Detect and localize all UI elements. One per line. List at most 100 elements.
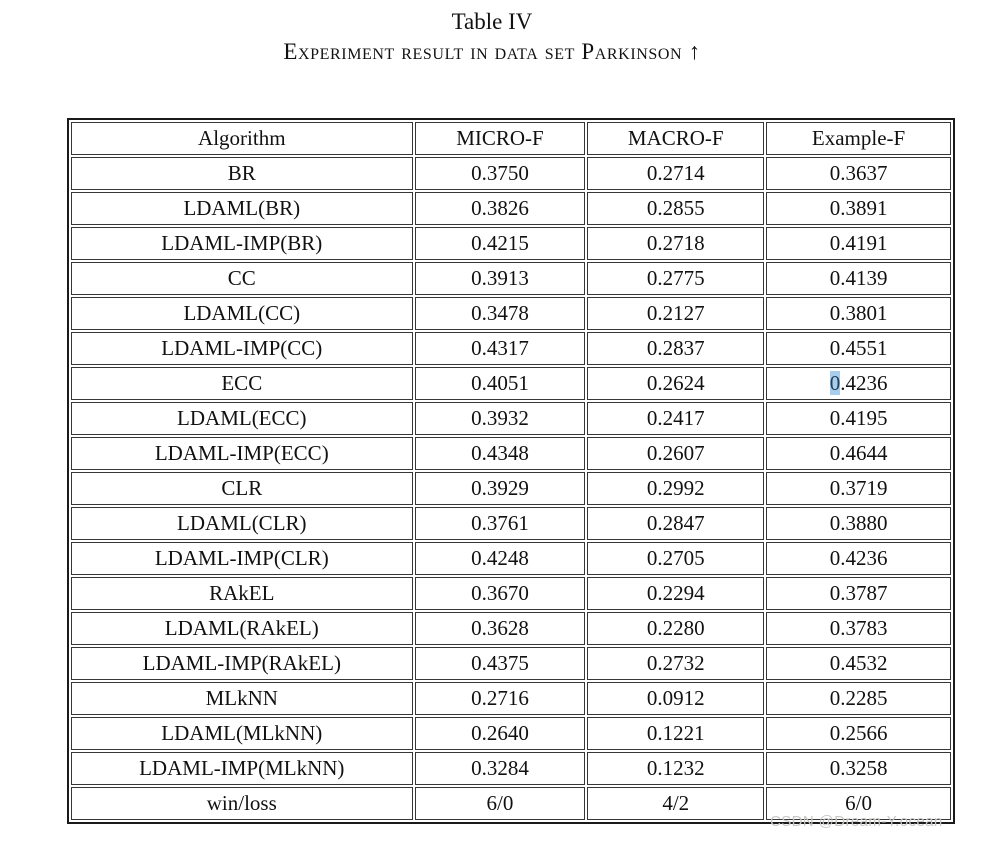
value-cell: 0.4236	[766, 542, 951, 575]
table-row: ECC 0.4051 0.2624 0.4236	[71, 367, 951, 400]
table-row: LDAML(CLR) 0.3761 0.2847 0.3880	[71, 507, 951, 540]
value-cell: 6/0	[414, 787, 586, 820]
value-cell: 0.4348	[414, 437, 586, 470]
value-cell: 0.2127	[587, 297, 765, 330]
table-row: LDAML-IMP(BR) 0.4215 0.2718 0.4191	[71, 227, 951, 260]
value-cell: 0.2716	[414, 682, 586, 715]
algorithm-cell: LDAML(RAkEL)	[71, 612, 413, 645]
value-cell: 0.2775	[587, 262, 765, 295]
algorithm-cell: LDAML(CC)	[71, 297, 413, 330]
table-row: LDAML-IMP(CLR) 0.4248 0.2705 0.4236	[71, 542, 951, 575]
value-cell: 0.2732	[587, 647, 765, 680]
value-cell: 6/0	[766, 787, 951, 820]
table-row: LDAML-IMP(RAkEL) 0.4375 0.2732 0.4532	[71, 647, 951, 680]
table-body: BR 0.3750 0.2714 0.3637 LDAML(BR) 0.3826 0.285…	[71, 157, 951, 820]
value-cell: 0.3880	[766, 507, 951, 540]
csdn-watermark: CSDN @Dream-Y.ocean	[770, 813, 943, 830]
table-row: RAkEL 0.3670 0.2294 0.3787	[71, 577, 951, 610]
value-cell: 0.3258	[766, 752, 951, 785]
algorithm-cell: LDAML(ECC)	[71, 402, 413, 435]
value-cell: 0.2624	[587, 367, 765, 400]
algorithm-cell: LDAML(CLR)	[71, 507, 413, 540]
value-cell: 0.2280	[587, 612, 765, 645]
value-cell: 0.3628	[414, 612, 586, 645]
value-cell: 4/2	[587, 787, 765, 820]
value-cell: 0.2718	[587, 227, 765, 260]
value-cell: 0.4248	[414, 542, 586, 575]
value-cell: 0.3783	[766, 612, 951, 645]
value-cell: 0.3932	[414, 402, 586, 435]
value-cell: 0.3913	[414, 262, 586, 295]
table-row: LDAML(RAkEL) 0.3628 0.2280 0.3783	[71, 612, 951, 645]
algorithm-cell: ECC	[71, 367, 413, 400]
table-row: LDAML-IMP(ECC) 0.4348 0.2607 0.4644	[71, 437, 951, 470]
table-caption: Table IV Experiment result in data set P…	[0, 8, 984, 66]
header-row: Algorithm MICRO-F MACRO-F Example-F	[71, 122, 951, 155]
column-header: MICRO-F	[414, 122, 586, 155]
selected-text: 0	[829, 371, 841, 395]
value-cell: 0.4532	[766, 647, 951, 680]
algorithm-cell: LDAML-IMP(BR)	[71, 227, 413, 260]
value-cell: 0.2847	[587, 507, 765, 540]
value-cell: 0.3787	[766, 577, 951, 610]
value-cell: 0.4644	[766, 437, 951, 470]
value-cell: 0.0912	[587, 682, 765, 715]
value-cell: 0.3761	[414, 507, 586, 540]
value-cell: 0.3719	[766, 472, 951, 505]
algorithm-cell: LDAML-IMP(ECC)	[71, 437, 413, 470]
value-cell: 0.3801	[766, 297, 951, 330]
value-cell: 0.3826	[414, 192, 586, 225]
value-cell: 0.2837	[587, 332, 765, 365]
table-row: LDAML-IMP(CC) 0.4317 0.2837 0.4551	[71, 332, 951, 365]
value-cell: 0.2417	[587, 402, 765, 435]
table-row: CC 0.3913 0.2775 0.4139	[71, 262, 951, 295]
table-row: MLkNN 0.2716 0.0912 0.2285	[71, 682, 951, 715]
value-cell: 0.3637	[766, 157, 951, 190]
value-cell: 0.2992	[587, 472, 765, 505]
value-cell: 0.4139	[766, 262, 951, 295]
table-row: CLR 0.3929 0.2992 0.3719	[71, 472, 951, 505]
value-cell: 0.2855	[587, 192, 765, 225]
table-row: LDAML(ECC) 0.3932 0.2417 0.4195	[71, 402, 951, 435]
column-header: Example-F	[766, 122, 951, 155]
value-cell: 0.1232	[587, 752, 765, 785]
table-title: Experiment result in data set Parkinson …	[283, 39, 701, 64]
value-cell: 0.3670	[414, 577, 586, 610]
table-row: LDAML(MLkNN) 0.2640 0.1221 0.2566	[71, 717, 951, 750]
value-cell: 0.3929	[414, 472, 586, 505]
value-cell: 0.2640	[414, 717, 586, 750]
column-header: Algorithm	[71, 122, 413, 155]
table-header-row: Algorithm MICRO-F MACRO-F Example-F	[71, 122, 951, 155]
value-cell: 0.2285	[766, 682, 951, 715]
algorithm-cell: LDAML-IMP(CLR)	[71, 542, 413, 575]
value-cell: 0.4051	[414, 367, 586, 400]
table-row: win/loss 6/0 4/2 6/0	[71, 787, 951, 820]
value-cell: 0.4215	[414, 227, 586, 260]
value-cell: 0.3750	[414, 157, 586, 190]
value-cell: 0.2714	[587, 157, 765, 190]
algorithm-cell: BR	[71, 157, 413, 190]
table-row: LDAML(CC) 0.3478 0.2127 0.3801	[71, 297, 951, 330]
algorithm-cell: LDAML(BR)	[71, 192, 413, 225]
algorithm-cell: RAkEL	[71, 577, 413, 610]
table-row: LDAML-IMP(MLkNN) 0.3284 0.1232 0.3258	[71, 752, 951, 785]
algorithm-cell: CLR	[71, 472, 413, 505]
algorithm-cell: LDAML-IMP(MLkNN)	[71, 752, 413, 785]
value-cell: 0.4236	[766, 367, 951, 400]
algorithm-cell: MLkNN	[71, 682, 413, 715]
algorithm-cell: LDAML-IMP(CC)	[71, 332, 413, 365]
algorithm-cell: LDAML-IMP(RAkEL)	[71, 647, 413, 680]
value-cell: 0.1221	[587, 717, 765, 750]
value-cell: 0.3478	[414, 297, 586, 330]
value-cell: 0.4195	[766, 402, 951, 435]
table-row: LDAML(BR) 0.3826 0.2855 0.3891	[71, 192, 951, 225]
value-cell: 0.4317	[414, 332, 586, 365]
algorithm-cell: CC	[71, 262, 413, 295]
table-number: Table IV	[451, 9, 533, 34]
value-cell: 0.4375	[414, 647, 586, 680]
algorithm-cell: win/loss	[71, 787, 413, 820]
value-cell: 0.3891	[766, 192, 951, 225]
value-cell: 0.2294	[587, 577, 765, 610]
value-cell: 0.2566	[766, 717, 951, 750]
